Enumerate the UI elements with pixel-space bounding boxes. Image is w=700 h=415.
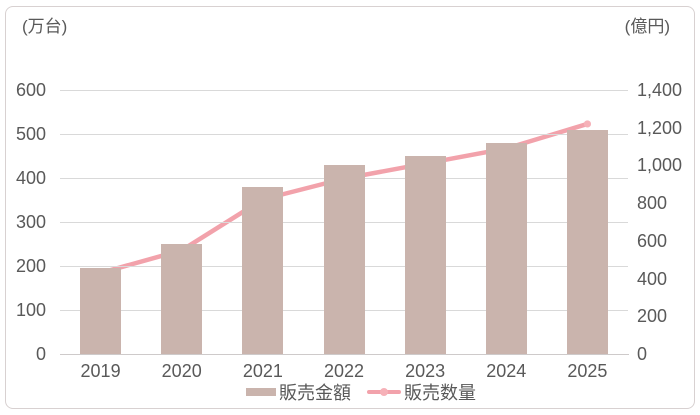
bar-2025 [566,129,608,354]
legend: 販売金額 販売数量 [246,381,476,403]
bar-2023 [404,156,446,354]
right-axis-tick-label: 800 [637,193,668,214]
left-axis-tick-label: 400 [15,168,46,188]
right-axis-tick-label: 1,000 [637,155,683,176]
line-marker-2025 [583,120,592,128]
legend-item-sales-amount: 販売金額 [246,379,351,405]
bar-2024 [485,142,527,354]
right-axis-tick-label: 600 [637,230,668,251]
gridline [60,133,628,135]
left-axis-tick-label: 100 [15,300,46,320]
bar-2021 [242,186,284,354]
x-axis-line [60,354,629,355]
left-axis-tick-label: 200 [15,256,46,276]
x-axis-label-2019: 2019 [80,361,121,381]
left-axis-tick-label: 500 [15,124,46,144]
left-axis-tick-label: 0 [35,344,46,364]
x-axis-label-2024: 2024 [486,361,527,381]
x-axis-label-2025: 2025 [567,361,608,381]
gridline [60,89,628,91]
bar-series-swatch [246,388,276,396]
right-axis-tick-label: 1,400 [637,80,683,100]
left-axis-tick-label: 600 [15,80,46,100]
x-axis-label-2022: 2022 [323,361,365,381]
legend-item-sales-quantity: 販売数量 [367,379,476,405]
legend-label-sales-quantity: 販売数量 [404,383,476,403]
x-axis-label-2021: 2021 [242,361,283,381]
legend-label-sales-amount: 販売金額 [279,383,351,403]
bar-2019 [80,268,122,354]
left-axis-unit-label: (万台) [22,17,68,36]
line-swatch-marker [380,388,388,396]
line-series-swatch [367,387,401,397]
right-axis-tick-label: 400 [637,268,668,289]
bar-2020 [161,244,203,354]
x-axis-label-2020: 2020 [161,361,202,381]
bar-2022 [323,164,365,354]
x-axis-label-2023: 2023 [405,361,446,381]
left-axis-tick-label: 300 [15,212,46,232]
right-axis-tick-label: 0 [637,344,648,364]
right-axis-tick-label: 1,200 [637,117,683,138]
right-axis-tick-label: 200 [637,306,668,327]
right-axis-unit-label: (億円) [624,17,670,36]
